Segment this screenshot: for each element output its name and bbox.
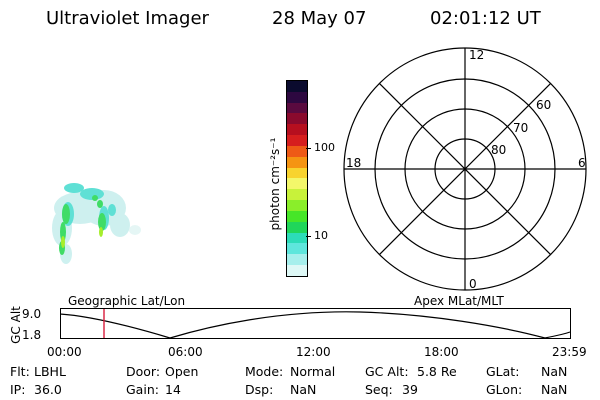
track-x-tick-0: 00:00: [47, 345, 82, 359]
dsp-value: NaN: [290, 382, 317, 397]
mlt-label-6: 6: [578, 156, 586, 170]
colorbar-segment: [287, 135, 307, 146]
colorbar-segment: [287, 221, 307, 233]
colorbar-tick-10: [306, 236, 311, 237]
track-x-tick-4: 23:59: [552, 345, 587, 359]
colorbar-segment: [287, 200, 307, 211]
colorbar-unit-label: photon cm⁻²s⁻¹: [268, 137, 282, 231]
gain-label: Gain:: [126, 382, 159, 397]
colorbar-segment: [287, 232, 307, 244]
mlt-label-12: 12: [469, 48, 485, 62]
colorbar-tick-100: [306, 148, 311, 149]
track-x-tick-3: 18:00: [424, 345, 459, 359]
altitude-curve: [60, 311, 571, 339]
colorbar-segment: [287, 189, 307, 201]
glat-value: NaN: [541, 364, 568, 379]
colorbar-segment: [287, 91, 307, 103]
seq-label: Seq:: [365, 382, 393, 397]
colorbar-segment: [287, 254, 307, 266]
track-x-tick-2: 12:00: [296, 345, 331, 359]
time-label: 02:01:12 UT: [430, 8, 541, 29]
gcalt-value: 5.8 Re: [417, 364, 457, 379]
gain-value: 14: [165, 382, 181, 397]
date-label: 28 May 07: [272, 8, 367, 29]
auroral-oval-peak: [61, 227, 103, 248]
colorbar-tick-label-10: 10: [314, 229, 328, 242]
lat-label-70: 70: [513, 121, 529, 135]
colorbar-segment: [287, 124, 307, 136]
colorbar-segment: [287, 243, 307, 255]
seq-value: 39: [402, 382, 418, 397]
track-right-title: Apex MLat/MLT: [414, 294, 504, 308]
colorbar-segment: [287, 81, 307, 92]
colorbar-segment: [287, 156, 307, 168]
colorbar-tick-label-100: 100: [314, 141, 335, 154]
track-left-title: Geographic Lat/Lon: [68, 294, 186, 308]
colorbar-segment: [287, 167, 307, 179]
glon-label: GLon:: [486, 382, 523, 397]
colorbar-segment: [287, 102, 307, 114]
door-value: Open: [165, 364, 199, 379]
auroral-oval-bright: [59, 195, 106, 255]
door-label: Door:: [126, 364, 161, 379]
mlt-label-0: 0: [469, 277, 477, 291]
mode-label: Mode:: [245, 364, 284, 379]
colorbar-segment: [287, 265, 307, 276]
track-y-tick-min: 1.8: [22, 328, 42, 342]
track-y-label: GC Alt: [9, 306, 23, 344]
flt-label: Flt:: [10, 364, 30, 379]
lat-label-60: 60: [536, 98, 552, 112]
track-x-tick-1: 06:00: [168, 345, 203, 359]
mode-value: Normal: [290, 364, 336, 379]
glon-value: NaN: [541, 382, 568, 397]
polar-plot: [343, 47, 587, 291]
colorbar-segment: [287, 113, 307, 125]
gcalt-label: GC Alt:: [365, 364, 409, 379]
ip-value: 36.0: [34, 382, 62, 397]
ip-label: IP:: [10, 382, 26, 397]
colorbar-segment: [287, 145, 307, 157]
mlt-label-18: 18: [346, 156, 362, 170]
colorbar-segment: [287, 210, 307, 222]
colorbar-segment: [287, 178, 307, 190]
lat-label-80: 80: [491, 143, 507, 157]
altitude-track-plot: [60, 308, 571, 339]
flt-value: LBHL: [34, 364, 66, 379]
track-y-tick-max: 9.0: [22, 307, 42, 321]
polar-diagonal-2: [378, 82, 552, 256]
glat-label: GLat:: [486, 364, 520, 379]
colorbar: [286, 80, 308, 277]
instrument-title: Ultraviolet Imager: [46, 8, 209, 29]
dsp-label: Dsp:: [245, 382, 274, 397]
auroral-image: [52, 183, 141, 264]
